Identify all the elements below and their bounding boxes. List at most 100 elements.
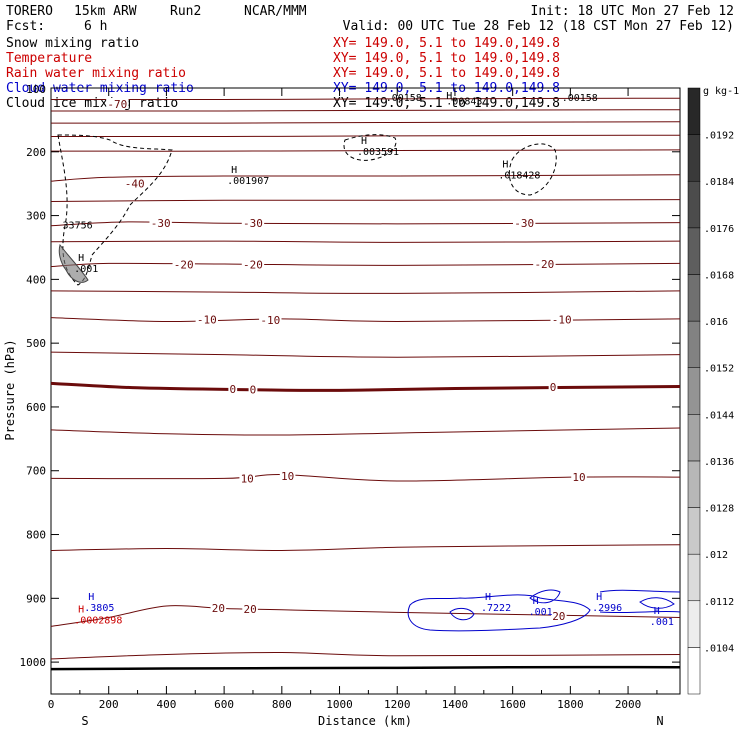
- contour-label-10: -10: [552, 314, 572, 327]
- colorbar-segment-3: [687, 507, 701, 555]
- extremum-value-9: .001: [650, 617, 674, 628]
- ground-line: [50, 665, 681, 671]
- contour-label-4: -30: [514, 217, 534, 230]
- contour-label-6: -20: [243, 259, 263, 272]
- contour-label-bg-17: [210, 601, 227, 613]
- x-tick-label-800: 800: [272, 698, 292, 711]
- contour-label-bg-10: [550, 313, 573, 325]
- colorbar-label-10: .0184: [704, 177, 734, 188]
- header-org: NCAR/MMM: [244, 4, 307, 19]
- colorbar-segment-5: [687, 414, 701, 462]
- colorbar-segment-8: [687, 274, 701, 322]
- legend-name-snow: Snow mixing ratio: [6, 36, 139, 51]
- header-model: TORERO: [6, 4, 53, 19]
- colorbar-segment-6: [687, 367, 701, 415]
- extremum-value-1: .001907: [227, 176, 269, 187]
- isotherm--40: [50, 174, 681, 182]
- extremum-value-4: .3805: [84, 603, 114, 614]
- isotherm--50: [50, 134, 681, 138]
- extremum-marker-2: H: [502, 159, 508, 170]
- contour-label-11: 0: [229, 383, 236, 396]
- x-tick-label-400: 400: [156, 698, 176, 711]
- contour-label-bg-11: [228, 383, 238, 395]
- isotherm--55: [50, 121, 681, 124]
- isotherm--10: [50, 317, 681, 322]
- cloud-water-contour-north: [599, 589, 681, 614]
- header-run: Run2: [170, 4, 201, 19]
- colorbar-label-4: .0136: [704, 457, 734, 468]
- header-init: Init: 18 UTC Mon 27 Feb 12: [531, 4, 735, 19]
- contour-label-15: 10: [281, 470, 294, 483]
- contour-label-bg-13: [548, 381, 558, 393]
- contour-label-17: 20: [212, 602, 225, 615]
- legend-desc-cloud-ice: XY= 149.0, 5.1 to 149.0,149.8: [333, 96, 560, 111]
- partial-label-4: .00158: [562, 93, 598, 104]
- plot-frame: [50, 87, 681, 695]
- colorbar-segment-1: [687, 600, 701, 648]
- colorbar-segment-11: [687, 134, 701, 182]
- x-tick-label-1000: 1000: [326, 698, 353, 711]
- contour-label-bg-14: [239, 472, 256, 484]
- contour-label-14: 10: [241, 472, 254, 485]
- partial-label-0: 33756: [63, 220, 93, 231]
- contour-label-16: 10: [572, 471, 585, 484]
- legend-desc-temperature: XY= 149.0, 5.1 to 149.0,149.8: [333, 51, 560, 66]
- extremum-marker-4: H: [88, 592, 94, 603]
- y-tick-label-900: 900: [26, 592, 46, 605]
- isotherm--60: [50, 109, 681, 112]
- x-tick-label-1800: 1800: [557, 698, 584, 711]
- colorbar-label-7: .016: [704, 317, 728, 328]
- y-tick-label-500: 500: [26, 337, 46, 350]
- isotherm-25: [50, 652, 681, 660]
- isotherm-20: [50, 605, 681, 627]
- isotherm--20: [50, 262, 681, 268]
- contour-label-bg-0: [106, 97, 129, 109]
- contour-label-bg-19: [551, 610, 567, 622]
- contour-label-2: -30: [151, 217, 171, 230]
- extremum-value-8: .001: [529, 607, 553, 618]
- contour-label-18: 20: [243, 603, 256, 616]
- y-tick-label-1000: 1000: [20, 656, 47, 669]
- x-tick-label-1600: 1600: [499, 698, 526, 711]
- x-axis-label: Distance (km): [318, 714, 412, 728]
- y-tick-label-700: 700: [26, 465, 46, 478]
- colorbar-label-5: .0144: [704, 410, 734, 421]
- contour-label-5: -20: [174, 259, 194, 272]
- extremum-value-0: .003591: [357, 147, 399, 158]
- colorbar: .0104 .0112 .012 .0128 .0136 .0144 .0152 .016 .0…: [687, 87, 734, 695]
- contour-label-bg-8: [195, 313, 219, 325]
- isotherm-5: [50, 427, 681, 436]
- header-fcst-value: 6 h: [84, 19, 107, 34]
- legend-desc-rain: XY= 149.0, 5.1 to 149.0,149.8: [333, 66, 560, 81]
- cloud-ice-region-east: [508, 143, 557, 196]
- extremum-marker-1: H: [231, 165, 237, 176]
- colorbar-segment-0: [687, 647, 701, 695]
- partial-label-2: .00158: [386, 93, 422, 104]
- contour-label-bg-4: [512, 217, 536, 229]
- contour-label-0: -70: [107, 98, 127, 111]
- contour-label-bg-18: [242, 603, 258, 615]
- y-tick-label-400: 400: [26, 273, 46, 286]
- contour-label-8: -10: [197, 314, 217, 327]
- legend-name-temperature: Temperature: [6, 51, 92, 66]
- y-tick-label-600: 600: [26, 401, 46, 414]
- contour-label-13: 0: [550, 381, 557, 394]
- isotherm--70: [50, 97, 681, 101]
- contour-label-bg-16: [571, 471, 587, 483]
- contour-label-bg-7: [533, 258, 556, 270]
- colorbar-label-3: .0128: [704, 504, 734, 515]
- x-tick-label-1400: 1400: [442, 698, 469, 711]
- plot-area: -70 -40 -30 -30 -30 -20 -20 -20 -10 -10 -10 0 0 0 10 10…: [50, 91, 681, 671]
- cloud-water-contour-inner: [449, 607, 475, 621]
- south-label: S: [81, 714, 88, 728]
- colorbar-label-8: .0168: [704, 270, 734, 281]
- colorbar-label-2: .012: [704, 550, 728, 561]
- partial-label-3: H: [446, 91, 452, 102]
- legend-name-rain: Rain water mixing ratio: [6, 66, 186, 81]
- contour-label-bg-5: [172, 258, 195, 270]
- cloud-water-contour-outer: [407, 594, 591, 632]
- colorbar-label-9: .0176: [704, 224, 734, 235]
- extremum-value-2: .018428: [498, 170, 540, 181]
- isotherm--45: [50, 149, 681, 152]
